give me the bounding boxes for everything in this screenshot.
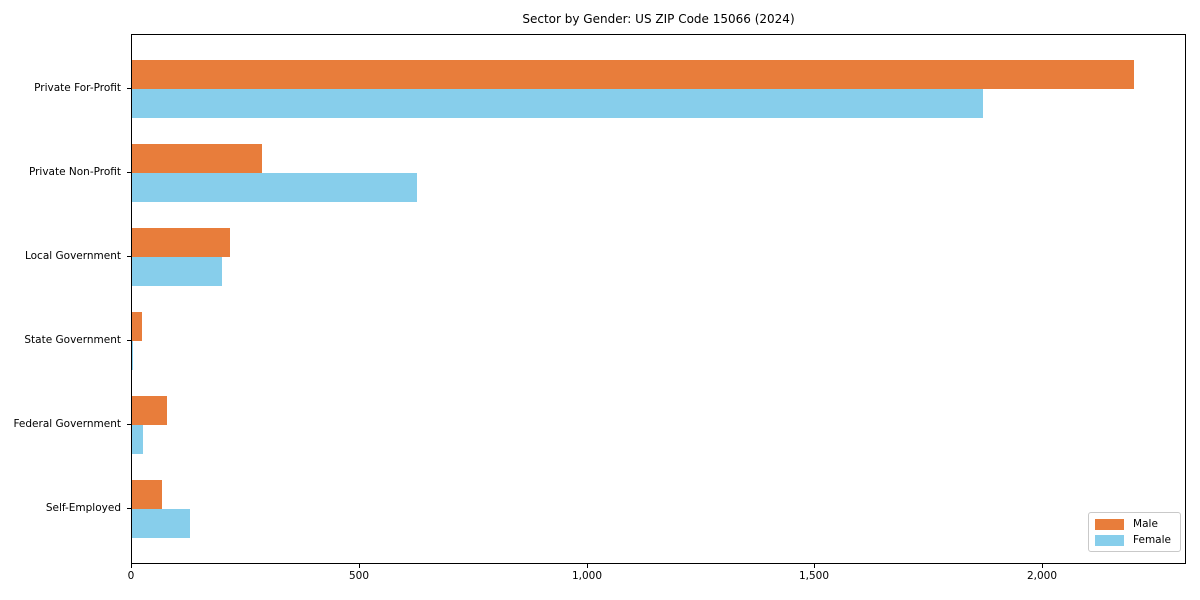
legend-label-male: Male	[1133, 518, 1158, 530]
legend: Male Female	[1088, 512, 1181, 552]
x-tick-label-1-000: 1,000	[571, 570, 603, 582]
x-tick-2-000	[1042, 564, 1043, 568]
chart-title: Sector by Gender: US ZIP Code 15066 (202…	[522, 12, 795, 26]
bar-female-private-non-profit	[132, 173, 417, 202]
y-axis-label-federal-government: Federal Government	[13, 418, 121, 430]
female-swatch	[1095, 534, 1125, 546]
y-axis-label-self-employed: Self-Employed	[45, 502, 121, 514]
bar-male-private-non-profit	[132, 144, 263, 173]
legend-item-male: Male	[1095, 518, 1171, 530]
bar-female-state-government	[132, 341, 134, 370]
x-tick-500	[359, 564, 360, 568]
y-tick-self-employed	[127, 508, 131, 509]
y-axis-label-private-non-profit: Private Non-Profit	[28, 166, 121, 178]
bar-female-self-employed	[132, 509, 191, 538]
plot-area: Male Female	[131, 34, 1186, 564]
x-tick-label-1-500: 1,500	[798, 570, 830, 582]
bar-male-self-employed	[132, 480, 162, 509]
y-tick-local-government	[127, 256, 131, 257]
y-axis-label-private-for-profit: Private For-Profit	[34, 82, 121, 94]
bar-male-local-government	[132, 228, 230, 257]
legend-item-female: Female	[1095, 534, 1171, 546]
y-axis-label-local-government: Local Government	[24, 250, 121, 262]
bar-female-local-government	[132, 257, 223, 286]
y-tick-state-government	[127, 340, 131, 341]
y-axis-label-state-government: State Government	[24, 334, 121, 346]
bar-female-federal-government	[132, 425, 143, 454]
y-tick-private-non-profit	[127, 172, 131, 173]
y-tick-private-for-profit	[127, 88, 131, 89]
bar-male-federal-government	[132, 396, 167, 425]
x-tick-1-500	[814, 564, 815, 568]
x-tick-0	[131, 564, 132, 568]
x-tick-label-2-000: 2,000	[1026, 570, 1058, 582]
x-tick-label-0: 0	[127, 570, 135, 582]
x-tick-1-000	[587, 564, 588, 568]
bar-female-private-for-profit	[132, 89, 984, 118]
y-tick-federal-government	[127, 424, 131, 425]
bar-male-state-government	[132, 312, 142, 341]
x-tick-label-500: 500	[348, 570, 370, 582]
bar-male-private-for-profit	[132, 60, 1135, 89]
male-swatch	[1095, 518, 1125, 530]
bars-container	[132, 35, 1185, 563]
legend-label-female: Female	[1133, 534, 1171, 546]
